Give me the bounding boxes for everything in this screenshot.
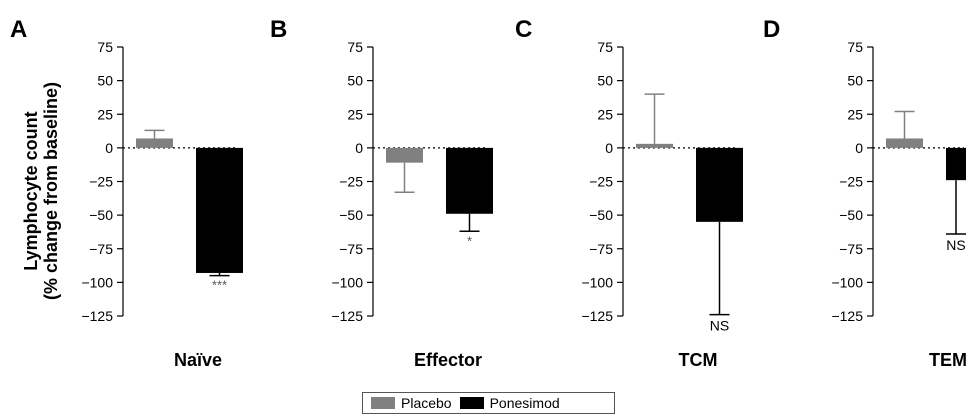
panel-letter-a: A	[10, 16, 27, 43]
y-tick-label-b: −100	[331, 274, 363, 290]
y-tick-label-b: 0	[355, 140, 363, 156]
category-label-c: TCM	[679, 350, 718, 370]
legend-swatch-placebo	[371, 397, 395, 409]
panel-letter-c: C	[515, 16, 532, 43]
y-tick-label-c: 50	[597, 73, 613, 89]
y-tick-label-b: 75	[347, 39, 363, 55]
y-tick-label-a: −25	[89, 174, 113, 190]
category-label-d: TEM	[929, 350, 967, 370]
y-tick-label-a: 25	[97, 106, 113, 122]
bar-d-placebo	[886, 138, 923, 148]
bar-a-ponesimod	[196, 147, 243, 273]
y-tick-label-a: 50	[97, 73, 113, 89]
y-tick-label-a: 0	[105, 140, 113, 156]
legend: Placebo Ponesimod	[362, 392, 615, 414]
y-tick-label-c: −100	[581, 274, 613, 290]
y-tick-label-b: 25	[347, 106, 363, 122]
y-tick-label-d: −100	[831, 274, 863, 290]
bar-c-ponesimod	[696, 147, 743, 222]
y-tick-label-b: −125	[331, 308, 363, 324]
y-tick-label-b: −75	[339, 241, 363, 257]
y-tick-label-c: 75	[597, 39, 613, 55]
bar-d-ponesimod	[946, 147, 966, 181]
y-tick-label-a: −100	[81, 274, 113, 290]
y-tick-label-d: −25	[839, 174, 863, 190]
y-tick-label-b: −50	[339, 207, 363, 223]
y-tick-label-a: −50	[89, 207, 113, 223]
significance-label-a: ***	[212, 278, 227, 293]
y-tick-label-d: 75	[847, 39, 863, 55]
legend-label-placebo: Placebo	[401, 395, 452, 411]
y-tick-label-d: 50	[847, 73, 863, 89]
significance-label-c: NS	[710, 318, 729, 334]
y-tick-label-a: −125	[81, 308, 113, 324]
y-tick-label-c: 0	[605, 140, 613, 156]
panel-letter-b: B	[270, 16, 287, 43]
legend-item-placebo: Placebo	[371, 395, 452, 411]
legend-swatch-ponesimod	[459, 397, 484, 409]
bar-c-placebo	[636, 143, 673, 148]
y-tick-label-c: −75	[589, 241, 613, 257]
y-tick-label-b: 50	[347, 73, 363, 89]
y-tick-label-d: 0	[855, 140, 863, 156]
significance-label-b: *	[467, 233, 472, 248]
y-tick-label-a: −75	[89, 241, 113, 257]
y-tick-label-a: 75	[97, 39, 113, 55]
y-tick-label-d: −125	[831, 308, 863, 324]
y-tick-label-c: −25	[589, 174, 613, 190]
panel-letter-d: D	[763, 16, 780, 43]
category-label-b: Effector	[414, 350, 482, 370]
y-tick-label-d: −50	[839, 207, 863, 223]
y-tick-label-d: 25	[847, 106, 863, 122]
legend-item-ponesimod: Ponesimod	[459, 395, 560, 411]
legend-label-ponesimod: Ponesimod	[489, 395, 560, 411]
y-tick-label-c: −125	[581, 308, 613, 324]
y-tick-label-c: −50	[589, 207, 613, 223]
significance-label-d: NS	[946, 237, 965, 253]
bar-b-placebo	[386, 147, 423, 163]
chart-panels: A 75 50 25 0 −25 −50 −75 −100 −125 *** Naïve B 75 50 25…	[10, 16, 967, 370]
y-tick-label-b: −25	[339, 174, 363, 190]
y-tick-label-c: 25	[597, 106, 613, 122]
y-tick-label-d: −75	[839, 241, 863, 257]
bar-a-placebo	[136, 138, 173, 148]
category-label-a: Naïve	[174, 350, 222, 370]
bar-b-ponesimod	[446, 147, 493, 214]
